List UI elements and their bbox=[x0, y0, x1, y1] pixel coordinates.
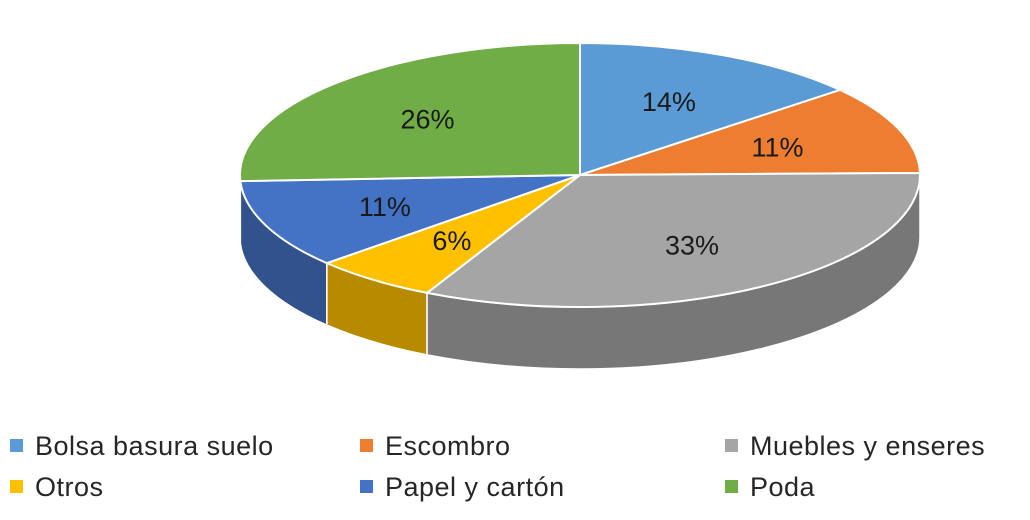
pie-label-poda: 26% bbox=[400, 105, 454, 135]
pie-slice-poda bbox=[239, 41, 581, 183]
legend-item-poda: Poda bbox=[725, 472, 816, 502]
legend-label-papel-y-carton: Papel y cartón bbox=[385, 472, 565, 502]
legend-label-muebles-y-enseres: Muebles y enseres bbox=[750, 431, 985, 461]
legend-item-papel-y-carton: Papel y cartón bbox=[360, 472, 565, 502]
legend-swatch-papel-y-carton bbox=[360, 480, 373, 493]
pie-label-muebles-y-enseres: 33% bbox=[665, 230, 719, 260]
pie-slice-muebles-y-enseres bbox=[424, 171, 921, 308]
legend-item-otros: Otros bbox=[10, 472, 104, 502]
pie-data-labels: 14% 11% 33% 6% 11% 26% bbox=[359, 87, 804, 260]
pie-slice-bolsa-basura-suelo bbox=[579, 41, 843, 177]
chart-legend: Bolsa basura suelo Escombro Muebles y ense… bbox=[10, 431, 985, 502]
pie-slice-otros bbox=[324, 174, 581, 294]
legend-label-poda: Poda bbox=[750, 472, 816, 502]
pie-top-faces bbox=[239, 41, 922, 308]
pie-label-otros: 6% bbox=[432, 226, 471, 256]
legend-label-escombro: Escombro bbox=[385, 431, 511, 461]
pie-slice-papel-y-carton bbox=[239, 174, 581, 265]
legend-swatch-muebles-y-enseres bbox=[725, 439, 738, 452]
legend-item-bolsa-basura-suelo: Bolsa basura suelo bbox=[10, 431, 274, 461]
legend-swatch-poda bbox=[725, 480, 738, 493]
legend-swatch-otros bbox=[10, 480, 23, 493]
pie-label-bolsa-basura-suelo: 14% bbox=[642, 87, 696, 117]
pie-side-walls bbox=[239, 174, 921, 370]
pie-slice-escombro bbox=[579, 88, 922, 176]
legend-swatch-bolsa-basura-suelo bbox=[10, 439, 23, 452]
legend-item-muebles-y-enseres: Muebles y enseres bbox=[725, 431, 985, 461]
legend-label-bolsa-basura-suelo: Bolsa basura suelo bbox=[35, 431, 274, 461]
legend-swatch-escombro bbox=[360, 439, 373, 452]
pie-label-papel-y-carton: 11% bbox=[359, 192, 411, 222]
legend-item-escombro: Escombro bbox=[360, 431, 511, 461]
pie-label-escombro: 11% bbox=[751, 132, 803, 162]
legend-label-otros: Otros bbox=[35, 472, 104, 502]
